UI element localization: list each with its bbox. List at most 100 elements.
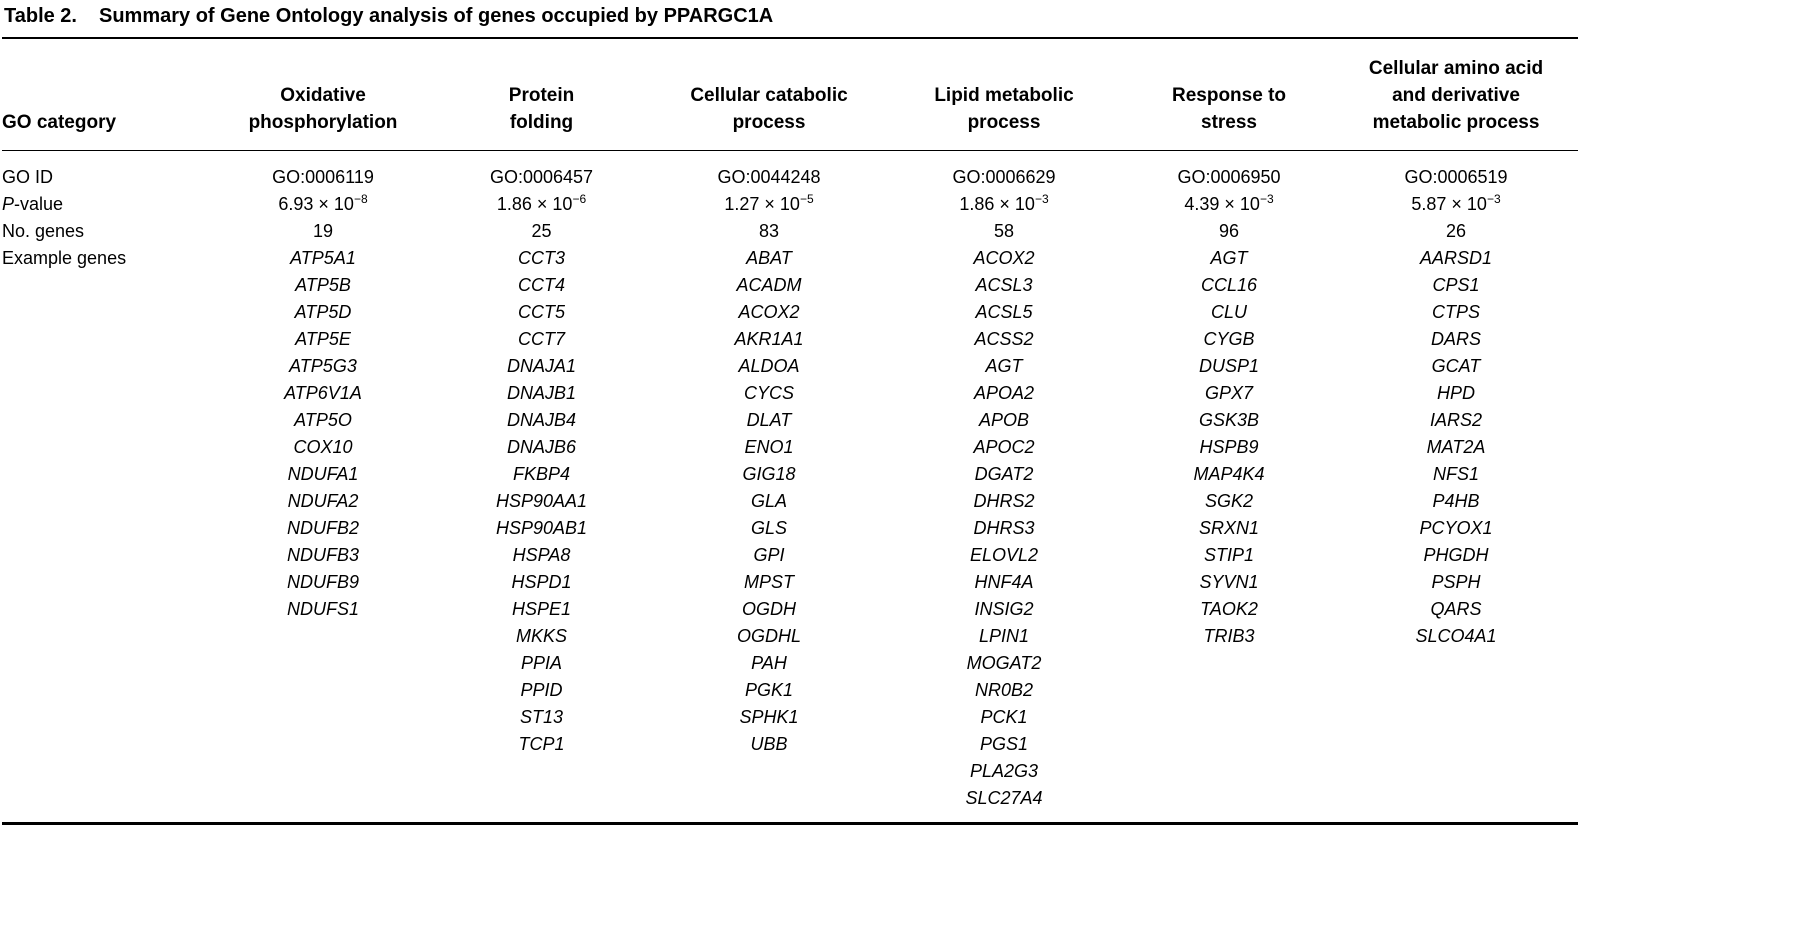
- header-line: Protein: [508, 85, 575, 106]
- gene-name: ABAT: [746, 248, 792, 268]
- table-header-row: GO category Oxidative phosphorylation Pro…: [2, 39, 1578, 150]
- gene-name: ATP5O: [294, 410, 352, 430]
- p-value: 1.86 × 10−3: [959, 192, 1049, 214]
- gene-name: PLA2G3: [969, 761, 1039, 781]
- gene-name: NR0B2: [974, 680, 1034, 700]
- gene-name: PAH: [751, 653, 787, 673]
- gene-name: ATP5E: [295, 329, 351, 349]
- gene-name: NDUFS1: [286, 599, 359, 619]
- gene-name: CYCS: [743, 383, 794, 403]
- header-line: and derivative: [1392, 85, 1520, 106]
- column-cellular-catabolic-process: GO:0044248 1.27 × 10−5 83 ABAT ACADM ACOX2…: [654, 164, 884, 812]
- gene-name: ACADM: [736, 275, 802, 295]
- gene-name: OGDHL: [736, 626, 801, 646]
- gene-name: DLAT: [746, 410, 792, 430]
- gene-name: QARS: [1430, 599, 1482, 619]
- gene-name: NDUFA1: [287, 464, 359, 484]
- gene-name: GLA: [750, 491, 788, 511]
- gene-name: AKR1A1: [734, 329, 804, 349]
- gene-name: NDUFB3: [286, 545, 359, 565]
- gene-name: HSPB9: [1199, 437, 1259, 457]
- row-label-num-genes: No. genes: [2, 221, 85, 241]
- header-lipid-metabolic-process: Lipid metabolic process: [884, 82, 1124, 136]
- gene-name: AARSD1: [1419, 248, 1493, 268]
- gene-name: COX10: [293, 437, 353, 457]
- gene-name: PGK1: [744, 680, 794, 700]
- gene-name: ATP5D: [294, 302, 352, 322]
- gene-name: SLC27A4: [965, 788, 1043, 808]
- gene-name: PPID: [520, 680, 563, 700]
- gene-name: GIG18: [742, 464, 796, 484]
- header-line: Cellular amino acid: [1368, 58, 1544, 79]
- row-label-p-value: P-value: [2, 194, 64, 214]
- gene-name: ATP6V1A: [284, 383, 362, 403]
- row-label-column: GO ID P-value No. genes Example genes: [2, 164, 217, 812]
- gene-name: TCP1: [518, 734, 565, 754]
- gene-name: HPD: [1436, 383, 1475, 403]
- gene-name: ACOX2: [973, 248, 1035, 268]
- num-genes-value: 83: [758, 221, 780, 241]
- gene-name: ALDOA: [738, 356, 800, 376]
- gene-name: GPI: [753, 545, 785, 565]
- header-line: Response to: [1171, 85, 1287, 106]
- gene-name: CPS1: [1432, 275, 1480, 295]
- gene-name: DHRS3: [973, 518, 1035, 538]
- header-oxidative-phosphorylation: Oxidative phosphorylation: [217, 82, 429, 136]
- header-line: stress: [1201, 112, 1257, 133]
- go-id-value: GO:0006629: [952, 167, 1056, 187]
- gene-name: PGS1: [979, 734, 1029, 754]
- rule-under-header: [2, 150, 1578, 151]
- gene-name: CTPS: [1431, 302, 1480, 322]
- gene-name: PHGDH: [1423, 545, 1489, 565]
- p-value: 1.86 × 10−6: [496, 192, 587, 214]
- go-id-value: GO:0006119: [272, 167, 374, 187]
- gene-name: DARS: [1430, 329, 1481, 349]
- header-line: Oxidative: [280, 85, 366, 106]
- gene-name: SLCO4A1: [1415, 626, 1497, 646]
- gene-name: AGT: [985, 356, 1023, 376]
- gene-name: ACOX2: [738, 302, 800, 322]
- gene-list: AARSD1 CPS1 CTPS DARS GCAT HPD IARS2 MAT2A NFS1 P…: [1334, 245, 1578, 650]
- gene-name: DHRS2: [973, 491, 1035, 511]
- gene-name: DNAJB6: [506, 437, 577, 457]
- table-caption: Table 2. Summary of Gene Ontology analys…: [2, 2, 1578, 37]
- header-line: metabolic process: [1372, 112, 1540, 133]
- gene-list: ATP5A1 ATP5B ATP5D ATP5E ATP5G3 ATP6V1A ATP5O C…: [217, 245, 429, 623]
- table-label: Table 2.: [4, 5, 77, 27]
- p-value-exponent: −6: [572, 192, 587, 206]
- header-cellular-amino-acid: Cellular amino acid and derivative metabol…: [1334, 55, 1578, 136]
- gene-name: PSPH: [1431, 572, 1481, 592]
- gene-name: CCT4: [517, 275, 565, 295]
- gene-name: ELOVL2: [969, 545, 1039, 565]
- header-go-category: GO category: [2, 112, 117, 133]
- num-genes-value: 25: [531, 221, 552, 241]
- gene-name: APOB: [978, 410, 1030, 430]
- gene-name: HSPE1: [511, 599, 572, 619]
- gene-name: SGK2: [1204, 491, 1254, 511]
- p-value: 1.27 × 10−5: [724, 192, 814, 214]
- gene-name: HSP90AA1: [495, 491, 588, 511]
- gene-name: NDUFB2: [286, 518, 359, 538]
- num-genes-value: 96: [1218, 221, 1240, 241]
- gene-name: CCL16: [1200, 275, 1258, 295]
- go-id-value: GO:0006519: [1404, 167, 1508, 187]
- num-genes-value: 19: [312, 221, 334, 241]
- header-response-to-stress: Response to stress: [1124, 82, 1334, 136]
- gene-name: GSK3B: [1198, 410, 1260, 430]
- rule-bottom: [2, 822, 1578, 825]
- gene-name: ATP5G3: [289, 356, 357, 376]
- gene-name: SPHK1: [739, 707, 799, 727]
- num-genes-value: 58: [993, 221, 1015, 241]
- header-cellular-catabolic-process: Cellular catabolic process: [654, 82, 884, 136]
- go-id-value: GO:0006457: [489, 167, 594, 187]
- gene-name: ACSL5: [975, 302, 1033, 322]
- gene-name: GCAT: [1431, 356, 1481, 376]
- gene-name: DGAT2: [974, 464, 1034, 484]
- table-title: Summary of Gene Ontology analysis of gen…: [99, 5, 774, 27]
- gene-name: PCK1: [980, 707, 1028, 727]
- header-line: phosphorylation: [248, 112, 398, 133]
- gene-name: APOC2: [973, 437, 1035, 457]
- gene-name: NFS1: [1432, 464, 1479, 484]
- column-cellular-amino-acid: GO:0006519 5.87 × 10−3 26 AARSD1 CPS1 CTPS…: [1334, 164, 1578, 812]
